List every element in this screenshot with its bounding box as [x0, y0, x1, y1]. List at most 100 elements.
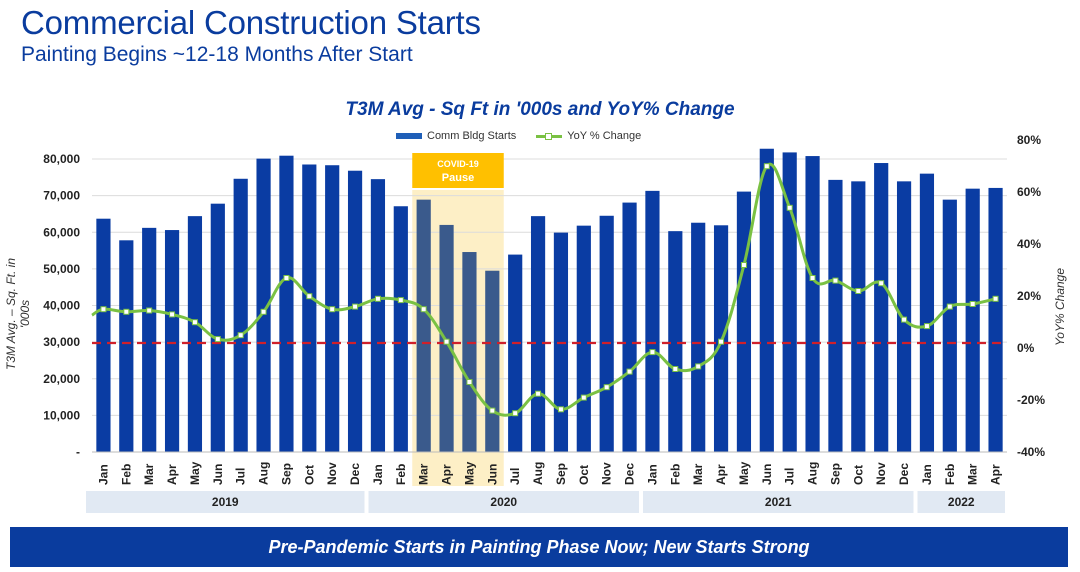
- yoy-point: [992, 295, 999, 302]
- bar: [530, 216, 546, 452]
- yoy-point: [855, 288, 862, 294]
- bar: [462, 252, 477, 452]
- x-tick-label: May: [737, 461, 751, 485]
- bar: [96, 218, 111, 452]
- bar: [622, 202, 637, 452]
- chart-legend: Comm Bldg Starts YoY % Change: [396, 130, 653, 142]
- yoy-point: [763, 163, 770, 170]
- yoy-point: [443, 338, 450, 345]
- x-tick-label: Jul: [508, 468, 522, 485]
- page-title: Commercial Construction Starts: [21, 4, 481, 41]
- yoy-point: [100, 306, 107, 313]
- bar: [668, 231, 683, 452]
- y2-axis-label: YoY% Change: [1053, 267, 1067, 347]
- bar: [736, 191, 752, 452]
- yoy-point: [397, 297, 404, 304]
- yoy-point: [649, 349, 656, 356]
- x-tick-label: Apr: [165, 464, 179, 485]
- yoy-point: [169, 311, 176, 318]
- year-band: [917, 491, 1005, 513]
- bar: [233, 178, 248, 452]
- x-tick-label: Jun: [211, 464, 225, 485]
- bar: [210, 203, 225, 452]
- x-tick-label: Dec: [897, 463, 911, 485]
- bar: [393, 206, 408, 452]
- x-tick-label: Feb: [394, 464, 408, 485]
- y2-tick-label: 20%: [1017, 289, 1041, 303]
- y2-tick-label: -20%: [1017, 393, 1045, 407]
- yoy-point: [123, 308, 130, 315]
- y-tick-label: -: [76, 445, 80, 459]
- yoy-point: [146, 307, 153, 314]
- bar: [439, 224, 454, 452]
- bar: [485, 270, 500, 452]
- x-tick-label: May: [188, 461, 202, 485]
- x-tick-label: Sep: [279, 463, 293, 485]
- x-tick-label: Dec: [348, 463, 362, 485]
- year-label: 2020: [490, 495, 517, 509]
- y-tick-label: 80,000: [43, 152, 80, 166]
- bar: [256, 158, 271, 453]
- bar: [919, 173, 935, 452]
- x-tick-label: Apr: [714, 464, 728, 485]
- x-tick-label: Mar: [142, 463, 156, 485]
- y-tick-label: 60,000: [43, 225, 80, 239]
- x-tick-label: Aug: [257, 462, 271, 485]
- y-tick-label: 50,000: [43, 262, 80, 276]
- yoy-point: [557, 406, 564, 413]
- x-tick-label: Dec: [623, 463, 637, 485]
- yoy-point: [191, 319, 198, 326]
- x-tick-label: Sep: [828, 463, 842, 485]
- bar: [508, 254, 523, 452]
- x-tick-label: Jan: [96, 464, 110, 485]
- year-label: 2021: [765, 495, 792, 509]
- x-tick-label: Oct: [851, 465, 865, 485]
- x-tick-label: Nov: [874, 462, 888, 485]
- bar: [828, 179, 843, 452]
- bar: [142, 227, 157, 452]
- footer-banner: Pre-Pandemic Starts in Painting Phase No…: [10, 527, 1068, 567]
- y-tick-label: 70,000: [43, 189, 80, 203]
- yoy-point: [237, 332, 244, 339]
- bar: [187, 216, 203, 452]
- legend-label-yoy: YoY % Change: [567, 130, 642, 142]
- yoy-point: [420, 306, 427, 313]
- yoy-point: [901, 316, 908, 323]
- x-tick-label: Jan: [920, 464, 934, 485]
- yoy-point: [329, 306, 336, 313]
- chart-title: T3M Avg - Sq Ft in '000s and YoY% Change: [345, 99, 735, 120]
- x-tick-label: Jan: [371, 464, 385, 485]
- x-tick-label: Oct: [302, 465, 316, 485]
- x-tick-label: Jul: [783, 468, 797, 485]
- x-tick-label: Jun: [485, 464, 499, 485]
- x-tick-label: Feb: [943, 464, 957, 485]
- legend-item-starts: Comm Bldg Starts: [396, 130, 516, 142]
- bar: [988, 187, 1003, 452]
- yoy-line: [91, 162, 996, 417]
- y-tick-label: 40,000: [43, 299, 80, 313]
- bar: [782, 152, 797, 452]
- yoy-point: [786, 204, 793, 211]
- year-band: [86, 491, 365, 513]
- bar: [279, 155, 294, 453]
- bar: [965, 188, 980, 452]
- x-tick-label: Aug: [806, 462, 820, 485]
- yoy-point: [535, 390, 542, 397]
- bar: [805, 156, 820, 452]
- y-tick-label: 20,000: [43, 372, 80, 386]
- bar: [416, 199, 431, 452]
- x-tick-label: Aug: [531, 462, 545, 485]
- yoy-point: [214, 336, 221, 343]
- yoy-point: [923, 323, 930, 330]
- x-tick-label: Oct: [577, 465, 591, 485]
- legend-label-starts: Comm Bldg Starts: [427, 130, 517, 142]
- bar: [164, 230, 180, 452]
- legend-bar-swatch: [396, 133, 422, 139]
- legend-line-swatch: [536, 132, 563, 140]
- x-tick-label: Apr: [989, 464, 1003, 485]
- x-tick-label: Nov: [325, 462, 339, 485]
- yoy-point: [626, 368, 633, 375]
- y2-tick-label: 40%: [1017, 237, 1041, 251]
- yoy-point: [466, 379, 473, 385]
